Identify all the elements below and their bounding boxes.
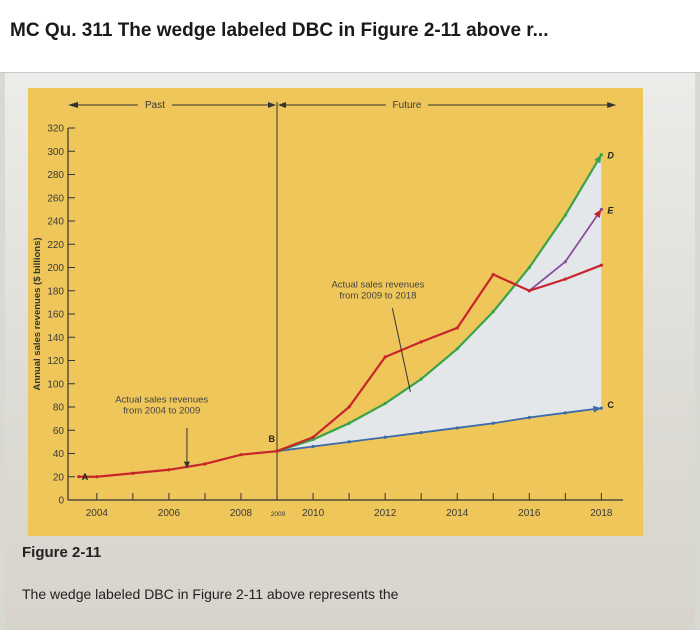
- arrow-head-c: [592, 405, 602, 413]
- trend-line-c-point: [491, 421, 495, 425]
- trend-line-c-point: [347, 440, 351, 444]
- annotation-pointer-future: [391, 308, 411, 392]
- past-arrow-head: [68, 102, 78, 108]
- trend-line-d-point: [563, 213, 567, 217]
- y-tick-label: 60: [53, 426, 65, 437]
- point-label-d: D: [607, 151, 614, 161]
- actual-line-future-point: [455, 326, 459, 330]
- annotation-actual-2004-2009: Actual sales revenues: [115, 394, 208, 405]
- question-title: MC Qu. 311 The wedge labeled DBC in Figu…: [10, 20, 549, 41]
- y-tick-label: 80: [53, 403, 65, 414]
- annotation-pointer-past-head: [183, 461, 190, 469]
- trend-line-d-point: [383, 401, 387, 406]
- x-tick-label: 2008: [230, 508, 253, 519]
- point-label-e: E: [607, 205, 614, 215]
- wedge-dbc: [277, 154, 602, 452]
- y-tick-label: 120: [47, 356, 64, 367]
- actual-line-past-point: [95, 475, 99, 479]
- actual-line-future-point: [599, 263, 603, 267]
- future-arrow-head: [278, 102, 287, 108]
- x-tick-label: 2012: [374, 508, 397, 519]
- y-tick-label: 200: [47, 263, 64, 274]
- past-label: Past: [145, 100, 165, 111]
- point-label-a: A: [82, 472, 89, 482]
- annotation-actual-2009-2018: from 2009 to 2018: [339, 290, 416, 301]
- actual-line-future-point: [419, 340, 423, 344]
- trend-line-d-point: [347, 421, 351, 425]
- trend-line-d-point: [491, 310, 495, 314]
- chart-svg: 0 20 40 60 80 100 120 140 160 180 200 220 240 260 280 3…: [32, 98, 623, 519]
- annotation-actual-2004-2009: from 2004 to 2009: [123, 405, 200, 416]
- x-tick-label: 2016: [518, 508, 541, 519]
- arrow-head-e: [593, 209, 602, 218]
- annotation-actual-2009-2018: Actual sales revenues: [331, 279, 424, 290]
- trend-line-c-point: [419, 430, 423, 435]
- y-tick-label: 280: [47, 170, 64, 181]
- trend-line-c-point: [455, 426, 459, 430]
- y-tick-label: 260: [47, 193, 64, 204]
- y-tick-label: 100: [47, 379, 64, 390]
- trend-line-d-point: [419, 377, 423, 381]
- x-tick-label: 2006: [158, 508, 181, 519]
- trend-line-e-point: [563, 260, 567, 264]
- page-header: MC Qu. 311 The wedge labeled DBC in Figu…: [0, 0, 700, 73]
- y-tick-label: 160: [47, 310, 64, 321]
- x-tick-label: 2009: [271, 511, 286, 518]
- actual-line-future-point: [563, 277, 567, 281]
- y-tick-label: 20: [53, 472, 65, 483]
- trend-line-c: [276, 407, 602, 453]
- arrow-head-d: [594, 154, 602, 164]
- actual-line-past-point: [77, 475, 81, 479]
- actual-line-future-point: [311, 435, 315, 439]
- actual-line-past-point: [167, 468, 171, 472]
- actual-line-past-point: [131, 471, 135, 475]
- y-tick-label: 240: [47, 217, 64, 228]
- actual-line-past-point: [203, 462, 207, 466]
- trend-line-c-point: [563, 411, 567, 415]
- actual-line-future-point: [275, 449, 279, 453]
- future-arrow-head: [607, 102, 617, 108]
- future-label: Future: [393, 100, 422, 111]
- point-label-b: B: [269, 434, 276, 444]
- y-tick-label: 0: [58, 496, 64, 507]
- question-text: The wedge labeled DBC in Figure 2-11 abo…: [22, 586, 399, 602]
- actual-line-past: [78, 450, 278, 478]
- future-label-bg: [386, 98, 428, 110]
- trend-line-d-point: [311, 437, 315, 442]
- actual-line-future-point: [347, 405, 351, 409]
- y-tick-label: 220: [47, 240, 64, 251]
- y-tick-label: 320: [47, 124, 64, 135]
- past-arrow-head: [268, 102, 277, 108]
- y-axis-label: Annual sales revenues ($ billions): [32, 237, 43, 390]
- trend-line-c-point: [599, 406, 603, 410]
- trend-line-c-point: [383, 435, 387, 439]
- point-label-c: C: [607, 400, 614, 410]
- y-tick-label: 300: [47, 147, 64, 158]
- trend-line-c-point: [311, 444, 315, 449]
- actual-line-past-point: [239, 453, 243, 457]
- actual-line-future-point: [527, 289, 531, 293]
- trend-line-d-point: [527, 265, 531, 270]
- x-tick-label: 2014: [446, 508, 469, 519]
- x-tick-label: 2018: [590, 508, 613, 519]
- trend-line-d-point: [455, 347, 459, 351]
- actual-line-future-point: [491, 272, 495, 277]
- x-tick-label: 2004: [86, 508, 109, 519]
- actual-line-future: [276, 264, 602, 453]
- past-label-bg: [138, 98, 172, 110]
- y-tick-label: 180: [47, 286, 64, 297]
- figure-chart: 0 20 40 60 80 100 120 140 160 180 200 220 240 260 280 3…: [28, 88, 643, 536]
- figure-caption: Figure 2-11: [22, 544, 102, 561]
- trend-line-c-point: [527, 415, 531, 420]
- x-tick-label: 2010: [302, 508, 325, 519]
- actual-line-future-point: [383, 355, 387, 359]
- y-tick-label: 40: [53, 449, 65, 460]
- y-tick-label: 140: [47, 333, 64, 344]
- trend-line-d: [276, 154, 603, 453]
